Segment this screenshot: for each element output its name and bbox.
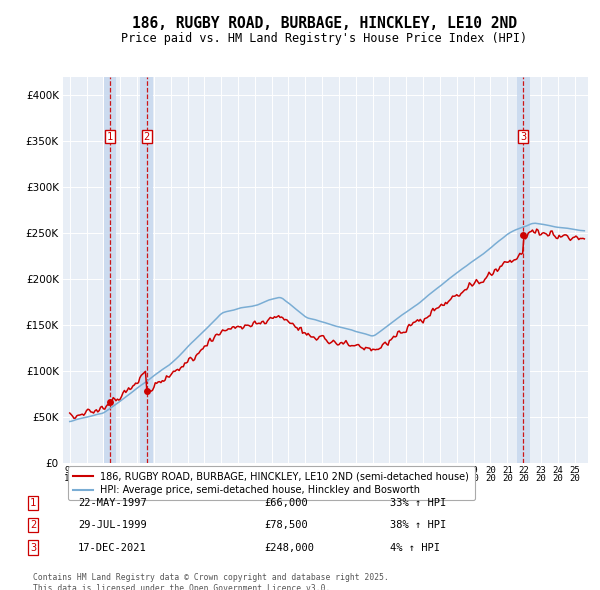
- Bar: [140, 77, 153, 463]
- Text: £248,000: £248,000: [264, 543, 314, 552]
- Text: £78,500: £78,500: [264, 520, 308, 530]
- Text: 3: 3: [30, 543, 36, 552]
- Bar: [517, 77, 530, 463]
- Text: 29-JUL-1999: 29-JUL-1999: [78, 520, 147, 530]
- Text: 1: 1: [107, 132, 113, 142]
- Text: 38% ↑ HPI: 38% ↑ HPI: [390, 520, 446, 530]
- Text: 4% ↑ HPI: 4% ↑ HPI: [390, 543, 440, 552]
- Text: 1: 1: [30, 498, 36, 507]
- Text: Contains HM Land Registry data © Crown copyright and database right 2025.
This d: Contains HM Land Registry data © Crown c…: [33, 573, 389, 590]
- Text: 2: 2: [143, 132, 150, 142]
- Text: 17-DEC-2021: 17-DEC-2021: [78, 543, 147, 552]
- Text: 3: 3: [520, 132, 527, 142]
- Text: 2: 2: [30, 520, 36, 530]
- Text: 186, RUGBY ROAD, BURBAGE, HINCKLEY, LE10 2ND: 186, RUGBY ROAD, BURBAGE, HINCKLEY, LE10…: [131, 16, 517, 31]
- Bar: [104, 77, 116, 463]
- Text: Price paid vs. HM Land Registry's House Price Index (HPI): Price paid vs. HM Land Registry's House …: [121, 32, 527, 45]
- Text: 22-MAY-1997: 22-MAY-1997: [78, 498, 147, 507]
- Text: £66,000: £66,000: [264, 498, 308, 507]
- Text: 33% ↑ HPI: 33% ↑ HPI: [390, 498, 446, 507]
- Legend: 186, RUGBY ROAD, BURBAGE, HINCKLEY, LE10 2ND (semi-detached house), HPI: Average: 186, RUGBY ROAD, BURBAGE, HINCKLEY, LE10…: [68, 466, 475, 500]
